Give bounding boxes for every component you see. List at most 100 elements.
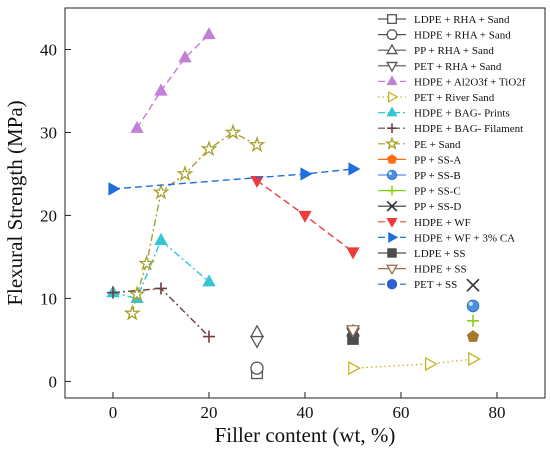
legend-marker	[387, 185, 397, 196]
data-point	[348, 162, 361, 176]
legend-label: HDPE + BAG- Prints	[414, 108, 510, 120]
data-point	[300, 167, 313, 181]
data-point	[249, 335, 265, 349]
sphere-highlight	[468, 301, 473, 306]
data-point	[466, 278, 480, 292]
data-point	[345, 325, 361, 338]
data-point	[155, 282, 167, 295]
legend-item: LDPE + SS	[378, 248, 465, 260]
series-unlabeled	[466, 330, 480, 342]
legend-label: PET + SS	[414, 279, 457, 291]
legend-marker	[386, 154, 398, 164]
legend-marker	[386, 200, 398, 212]
data-point	[467, 314, 479, 327]
y-tick-label: 10	[40, 289, 57, 308]
y-tick-label: 20	[40, 206, 57, 225]
data-point	[224, 123, 242, 140]
legend-label: PP + SS-C	[414, 186, 461, 198]
legend-label: PET + RHA + Sand	[414, 61, 502, 73]
data-point	[424, 356, 438, 372]
series-line	[112, 239, 210, 300]
data-point	[108, 182, 121, 196]
series-hdpe-wf-3-ca	[108, 162, 361, 196]
legend-label: HDPE + Al2O3f + TiO2f	[414, 76, 526, 88]
legend-item: HDPE + WF	[378, 217, 471, 229]
plot-marks	[106, 27, 481, 380]
legend-marker	[386, 43, 398, 55]
x-tick-label: 20	[201, 403, 218, 422]
data-point	[138, 254, 156, 271]
series-line	[131, 131, 258, 314]
sphere-highlight	[388, 171, 392, 176]
series-hdpe-wf	[250, 175, 360, 260]
legend-marker	[388, 231, 399, 243]
legend-marker	[386, 61, 398, 73]
y-tick-label: 40	[40, 40, 57, 59]
data-point	[130, 120, 144, 133]
data-point	[154, 83, 168, 96]
series-pe-sand	[123, 123, 266, 321]
legend-item: LDPE + RHA + Sand	[378, 14, 510, 26]
series-hdpe-rha-sand	[250, 361, 264, 375]
legend-label: LDPE + RHA + Sand	[414, 14, 510, 26]
data-point	[348, 361, 361, 376]
legend-marker	[386, 169, 398, 181]
series-pp-ss-c	[467, 314, 479, 327]
data-point	[250, 175, 264, 189]
y-axis-label: Flexural Strength (MPa)	[3, 100, 27, 305]
legend-marker	[387, 91, 399, 103]
legend-label: PP + SS-D	[414, 201, 461, 213]
legend-marker	[384, 136, 400, 150]
data-point	[152, 183, 170, 200]
x-tick-label: 80	[489, 403, 506, 422]
legend-item: HDPE + WF + 3% CA	[378, 231, 515, 244]
legend-marker	[387, 248, 397, 258]
legend-item: HDPE + BAG- Filament	[378, 123, 523, 135]
data-point	[202, 27, 216, 40]
legend-label: PP + SS-A	[414, 154, 461, 166]
legend-label: LDPE + SS	[414, 248, 465, 260]
legend-item: HDPE + SS	[378, 264, 467, 276]
legend: LDPE + RHA + Sand HDPE + RHA + Sand PP + R…	[378, 14, 526, 291]
series-line	[136, 34, 210, 129]
axes-ticks: 0 20 40 60 80 0 10 20 30 40	[40, 40, 506, 422]
data-point	[298, 210, 312, 223]
series-pet-river-sand	[348, 351, 481, 376]
legend-item: PP + RHA + Sand	[378, 43, 494, 57]
data-point	[123, 304, 141, 321]
data-point	[346, 247, 360, 260]
x-tick-label: 0	[109, 403, 118, 422]
legend-marker	[386, 29, 398, 41]
legend-label: PP + RHA + Sand	[414, 45, 494, 57]
data-point	[203, 330, 215, 343]
legend-label: HDPE + SS	[414, 264, 467, 276]
series-pp-ss-b	[466, 299, 480, 313]
legend-label: HDPE + RHA + Sand	[414, 30, 511, 42]
data-point	[107, 286, 119, 299]
x-tick-label: 40	[297, 403, 314, 422]
data-point	[466, 330, 480, 342]
legend-item: PP + SS-B	[378, 169, 461, 182]
legend-item: PET + RHA + Sand	[378, 61, 502, 73]
data-point	[178, 50, 192, 63]
series-pp-ss-d	[466, 278, 480, 292]
legend-item: PET + SS	[378, 279, 457, 291]
x-tick-label: 60	[393, 403, 410, 422]
legend-label: HDPE + WF	[414, 217, 471, 229]
data-point	[128, 285, 146, 302]
data-point	[466, 299, 480, 313]
legend-label: PE + Sand	[414, 139, 461, 151]
series-hdpe-bag-filament	[107, 282, 215, 343]
legend-item: PP + SS-A	[378, 154, 461, 166]
x-axis-label: Filler content (wt, %)	[215, 423, 396, 447]
legend-item: HDPE + RHA + Sand	[378, 29, 511, 42]
legend-item: HDPE + Al2O3f + TiO2f	[378, 75, 526, 88]
data-point	[468, 351, 481, 367]
legend-item: PP + SS-C	[378, 186, 461, 198]
legend-marker	[386, 264, 398, 276]
data-point	[200, 140, 218, 157]
y-tick-label: 30	[40, 123, 57, 142]
data-point	[176, 165, 194, 182]
